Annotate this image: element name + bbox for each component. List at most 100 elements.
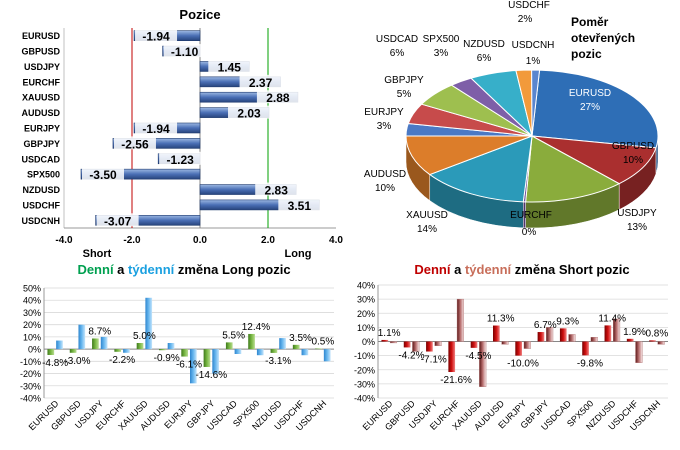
short-weekly-bar-eurchf bbox=[456, 298, 464, 342]
long-weekly-bar-nzdusd bbox=[279, 338, 286, 350]
long-title: Denní a týdenní změna Long pozic bbox=[77, 262, 290, 277]
long-title-part: změna Long pozic bbox=[174, 262, 290, 277]
long-weekly-bar-eurusd bbox=[56, 340, 63, 350]
short-title-part: a bbox=[450, 262, 464, 277]
long-weekly-bar-audusd bbox=[167, 343, 175, 350]
short-title-part: týdenní bbox=[465, 262, 512, 277]
short-y-tick: 0% bbox=[362, 337, 375, 347]
position-value-label: 2.88 bbox=[266, 91, 290, 105]
position-category-label: XAUUSD bbox=[22, 93, 61, 103]
pie-label-nzdusd: NZDUSD bbox=[463, 39, 505, 50]
position-value-box bbox=[159, 151, 202, 165]
pie-pct-eurchf: 0% bbox=[522, 227, 537, 238]
short-y-tick: -30% bbox=[354, 379, 375, 389]
short-weekly-bar-usdjpy bbox=[434, 341, 442, 346]
short-y-tick: 10% bbox=[357, 323, 375, 333]
pie-slice-usdjpy bbox=[525, 135, 621, 203]
pie-slice-gbpusd bbox=[531, 135, 657, 185]
short-title-part: Denní bbox=[414, 262, 451, 277]
long-y-tick: -40% bbox=[20, 394, 41, 404]
short-daily-label: -4.5% bbox=[465, 351, 491, 362]
position-value-label: 1.45 bbox=[218, 60, 242, 74]
long-daily-bar-usdcad bbox=[225, 342, 233, 350]
short-daily-label: 0.8% bbox=[645, 328, 668, 339]
short-daily-bar-eurusd bbox=[381, 339, 389, 342]
long-y-tick: 30% bbox=[23, 308, 41, 318]
long-daily-label: -3.0% bbox=[64, 356, 90, 367]
position-value-label: -3.07 bbox=[104, 214, 132, 228]
position-value-label: -1.10 bbox=[171, 45, 199, 59]
short-daily-label: -21.6% bbox=[440, 375, 472, 386]
positions-x-tick: 2.0 bbox=[261, 235, 275, 246]
long-weekly-bar-gbpjpy bbox=[212, 349, 219, 374]
short-weekly-bar-gbpjpy bbox=[546, 327, 554, 342]
position-category-label: GBPUSD bbox=[21, 47, 60, 57]
short-daily-label: 1.9% bbox=[623, 327, 646, 338]
pie-label-eurusd: EURUSD bbox=[569, 88, 611, 99]
position-category-label: USDJPY bbox=[24, 62, 60, 72]
position-category-label: USDCNH bbox=[21, 216, 60, 226]
position-value-box bbox=[135, 121, 178, 134]
position-category-label: NZDUSD bbox=[23, 185, 61, 195]
long-daily-label: -2.2% bbox=[109, 355, 135, 366]
long-daily-label: -4.8% bbox=[42, 358, 68, 369]
positions-bar-chart: Pozice -4.0 -2.0 0.0 2.0 4.0 Short Long EURUSD -1… bbox=[21, 7, 343, 260]
short-daily-bar-usdcnh bbox=[649, 340, 656, 342]
pie-label-audusd: AUDUSD bbox=[364, 169, 406, 180]
long-daily-label: -14.6% bbox=[195, 370, 227, 381]
short-y-tick: 30% bbox=[357, 295, 375, 305]
short-y-tick: 20% bbox=[357, 309, 375, 319]
long-weekly-bar-xauusd bbox=[145, 297, 153, 350]
pie-slice-xauusd bbox=[428, 135, 533, 203]
pie-label-usdchf: USDCHF bbox=[508, 0, 550, 11]
position-value-label: -2.56 bbox=[121, 137, 149, 151]
position-value-box bbox=[228, 105, 271, 119]
long-daily-label: 0.5% bbox=[311, 337, 334, 348]
pie-pct-eurjpy: 3% bbox=[377, 121, 392, 132]
pie-label-xauusd: XAUUSD bbox=[406, 210, 448, 221]
position-value-label: 2.03 bbox=[237, 107, 261, 121]
pie-label-spx500: SPX500 bbox=[423, 34, 460, 45]
long-daily-bar-eurusd bbox=[47, 349, 55, 355]
long-weekly-bar-gbpusd bbox=[78, 324, 86, 350]
long-daily-bar-spx500 bbox=[248, 333, 255, 350]
short-daily-label: 11.4% bbox=[598, 313, 626, 324]
pie-pct-eurusd: 27% bbox=[580, 102, 600, 113]
long-y-tick: 50% bbox=[23, 284, 41, 294]
position-value-box bbox=[113, 136, 156, 150]
pie-title-line: otevřených bbox=[571, 31, 635, 45]
long-daily-label: 3.5% bbox=[289, 333, 312, 344]
long-daily-bar-gbpjpy bbox=[203, 349, 211, 367]
pie-label-gbpjpy: GBPJPY bbox=[384, 75, 424, 86]
short-title-part: změna Short pozic bbox=[511, 262, 629, 277]
short-weekly-bar-nzdusd bbox=[613, 318, 621, 342]
position-value-box bbox=[255, 182, 298, 196]
long-daily-label: -0.9% bbox=[154, 353, 180, 364]
short-daily-label: -10.0% bbox=[507, 359, 539, 370]
position-value-box bbox=[256, 90, 299, 104]
short-daily-bar-usdjpy bbox=[426, 341, 433, 352]
pie-pct-usdcad: 6% bbox=[390, 48, 405, 59]
short-daily-bar-usdchf bbox=[626, 338, 634, 342]
positions-x-tick: 4.0 bbox=[329, 235, 343, 246]
long-daily-bar-eurchf bbox=[114, 349, 122, 352]
position-value-label: 2.37 bbox=[249, 76, 273, 90]
long-weekly-bar-eurjpy bbox=[190, 349, 197, 384]
short-daily-label: -4.2% bbox=[398, 350, 424, 361]
long-daily-bar-usdchf bbox=[292, 344, 300, 350]
long-title-part: a bbox=[114, 262, 128, 277]
long-daily-label: -3.1% bbox=[265, 356, 291, 367]
long-daily-bar-xauusd bbox=[136, 343, 144, 350]
pie-pct-xauusd: 14% bbox=[417, 224, 437, 235]
long-y-tick: 10% bbox=[23, 332, 41, 342]
position-value-box bbox=[239, 74, 282, 88]
long-y-tick: 40% bbox=[23, 296, 41, 306]
open-positions-pie-chart: EURUSD 27% GBPUSD 10% USDJPY 13% EURCHF 0% XAUUS… bbox=[364, 0, 659, 238]
short-daily-label: 6.7% bbox=[534, 320, 557, 331]
short-weekly-bar-spx500 bbox=[590, 337, 598, 342]
pie-pct-usdcnh: 1% bbox=[526, 56, 541, 67]
short-change-bar-chart: Denní a týdenní změna Short pozic 40% 30% 2… bbox=[354, 262, 668, 433]
short-weekly-bar-usdcnh bbox=[657, 341, 665, 345]
position-category-label: USDCHF bbox=[23, 200, 61, 210]
short-weekly-bar-xauusd bbox=[479, 341, 487, 387]
